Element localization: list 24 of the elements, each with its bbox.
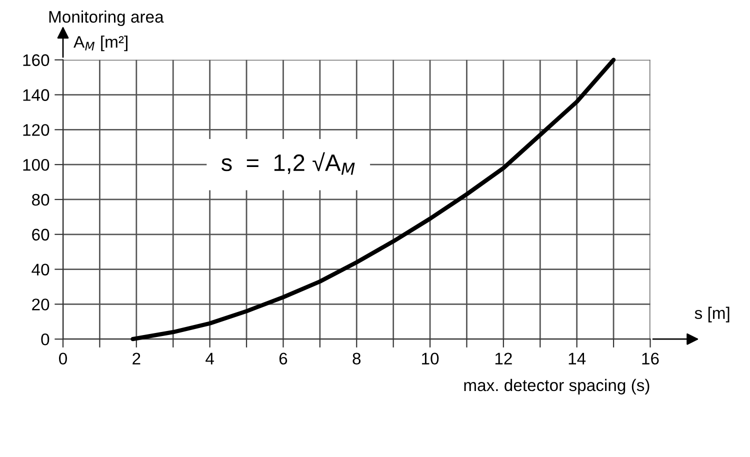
- y-tick-label: 60: [32, 228, 50, 241]
- x-tick-label: 14: [568, 352, 586, 364]
- y-tick-label: 120: [23, 124, 50, 136]
- line-series: [130, 58, 616, 342]
- x-axis-title: max. detector spacing (s): [464, 378, 650, 394]
- x-tick-label: 10: [422, 352, 439, 365]
- x-tick-label: 2: [132, 352, 140, 364]
- text: A$_{M}$ [m²]: [74, 36, 128, 52]
- y-tick-label: 0: [41, 333, 50, 346]
- x-tick-label: 0: [59, 352, 67, 365]
- y-tick-label: 40: [32, 264, 50, 276]
- x-tick-label: 12: [495, 352, 512, 364]
- x-tick-label: 6: [279, 352, 288, 365]
- x-tick-label: 4: [206, 352, 214, 364]
- text: s [m]: [694, 306, 730, 322]
- annotation: s = 1,2 √A$_{M}$: [221, 152, 355, 175]
- y-tick-label: 20: [32, 298, 50, 310]
- x-tick-label: 16: [642, 352, 659, 365]
- y-tick-label: 80: [32, 194, 50, 206]
- x-tick-label: 8: [352, 352, 361, 365]
- y-tick-label: 160: [23, 54, 50, 66]
- y-axis-title: Monitoring area: [49, 10, 164, 26]
- y-tick-label: 100: [23, 158, 50, 171]
- y-tick-label: 140: [23, 89, 50, 101]
